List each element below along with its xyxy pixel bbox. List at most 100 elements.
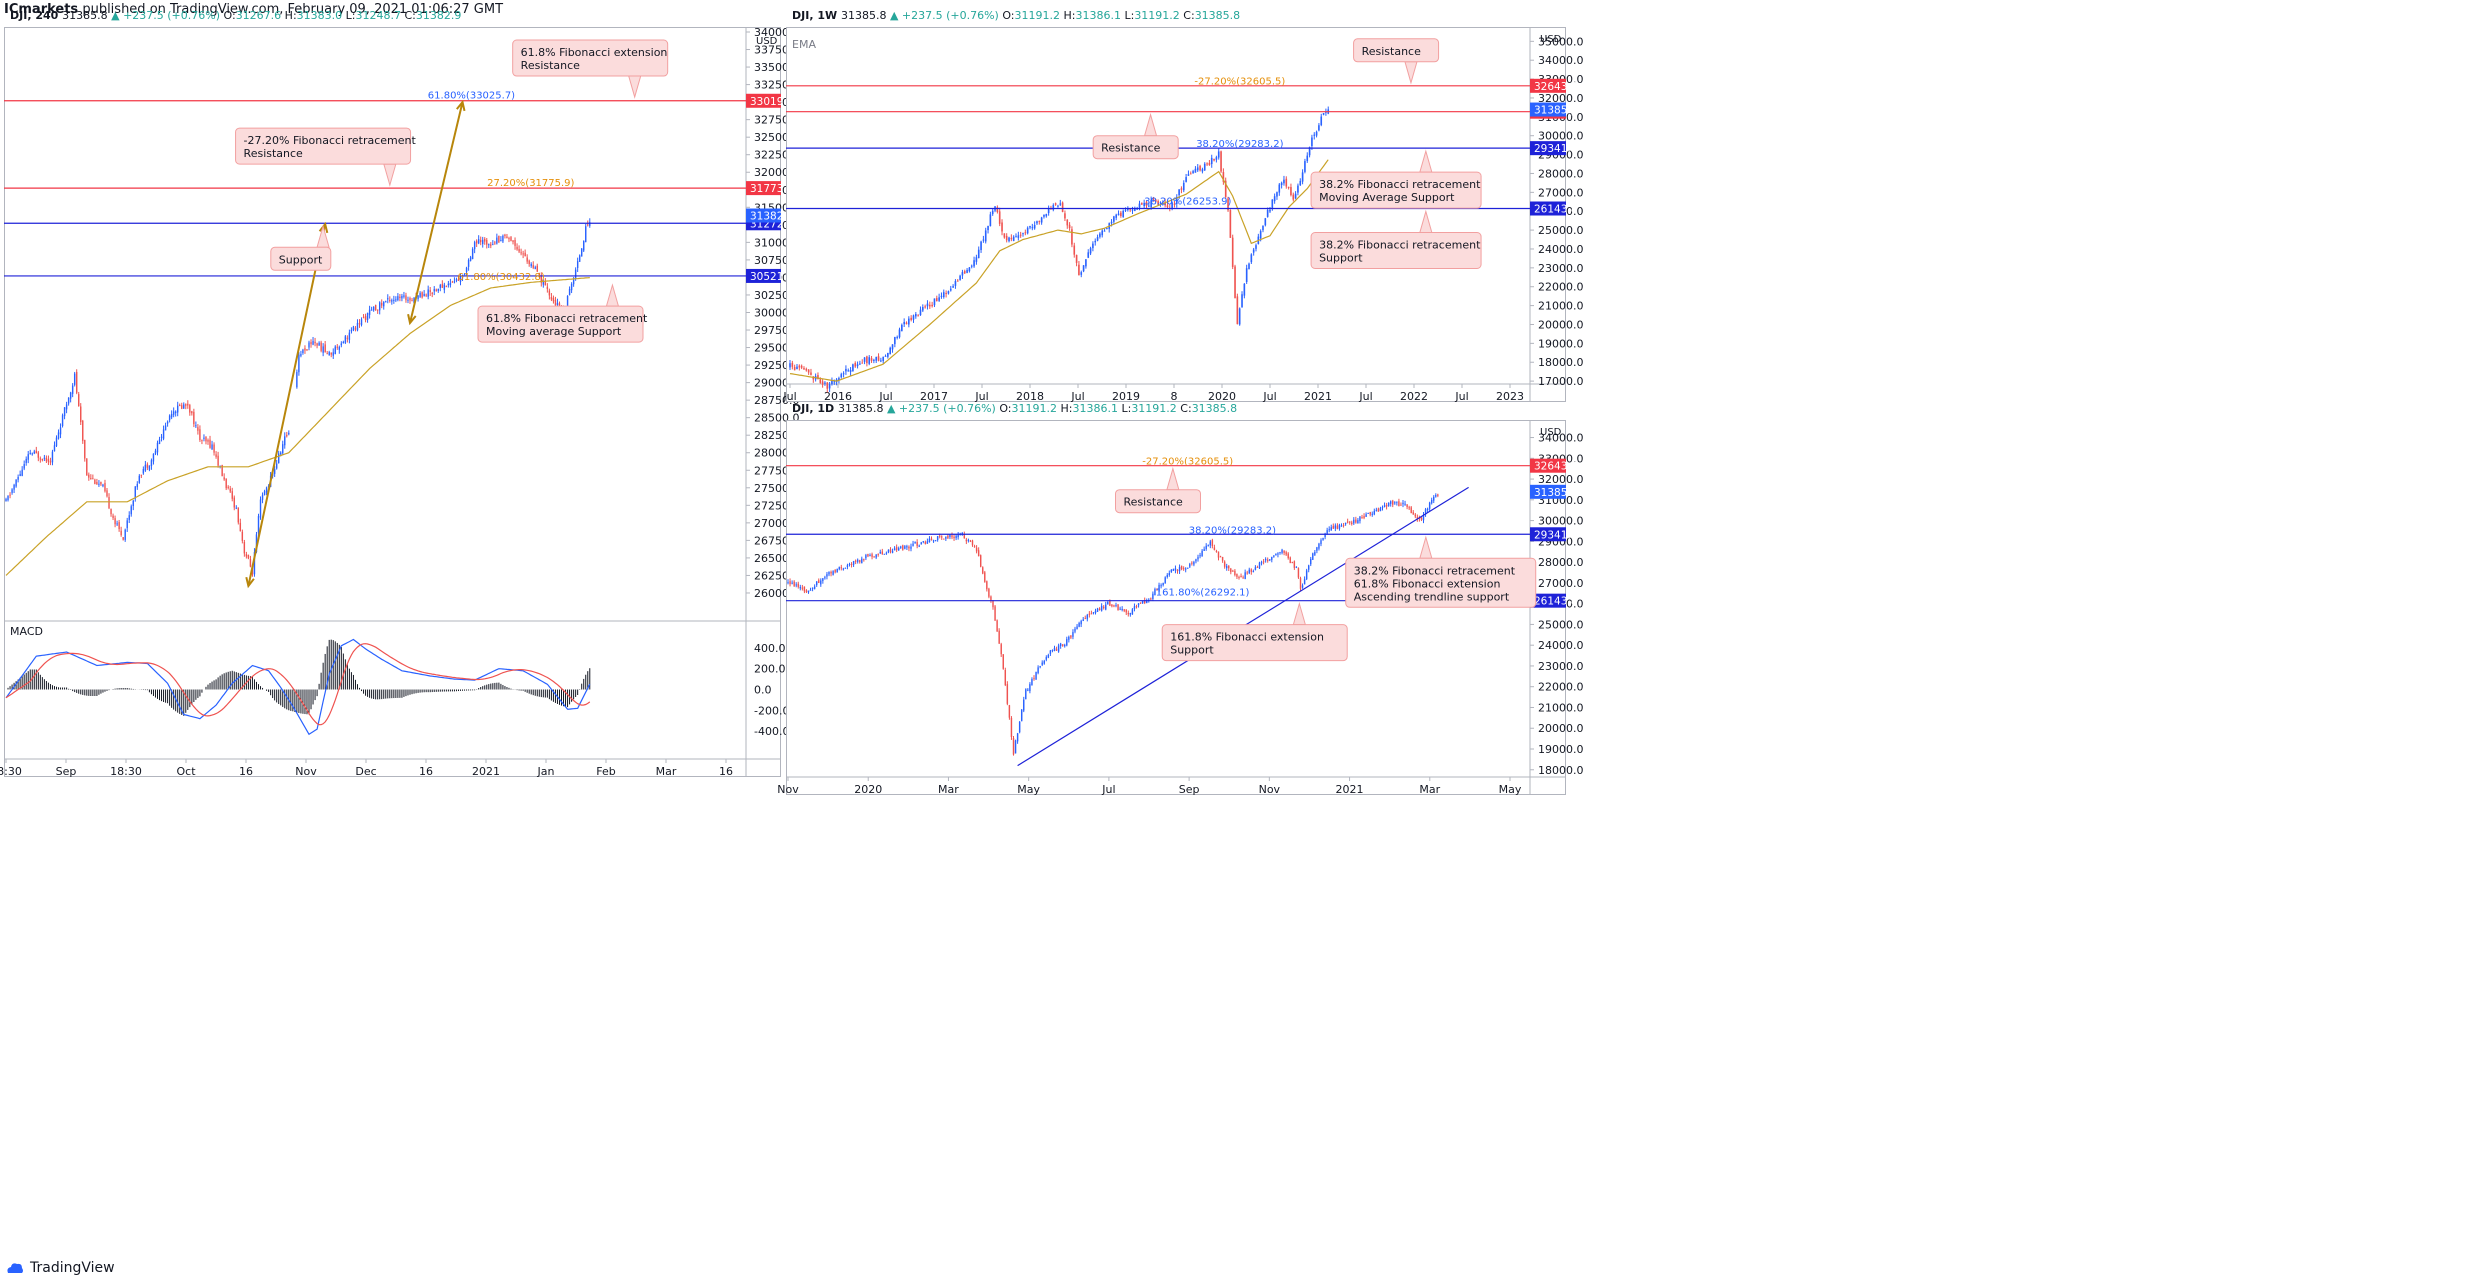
- legend-last: 31385.8: [841, 9, 890, 22]
- candle-body: [1122, 210, 1125, 217]
- candle-body: [1098, 608, 1101, 611]
- candle-body: [906, 546, 908, 548]
- x-tick-label: 2017: [920, 390, 948, 403]
- x-tick-label: Mar: [938, 783, 959, 796]
- x-tick-label: 18:30: [0, 765, 22, 778]
- candle-body: [528, 260, 530, 265]
- candle-body: [506, 236, 508, 238]
- candle-body: [150, 460, 153, 466]
- candle-body: [941, 536, 943, 538]
- candle-body: [427, 289, 429, 297]
- candle-body: [94, 479, 96, 484]
- candle-body: [51, 451, 54, 463]
- y-tick-label: 32000.0: [1538, 92, 1584, 105]
- candle-body: [340, 343, 343, 346]
- candle-body: [1143, 202, 1145, 207]
- candle-body: [1325, 111, 1327, 113]
- candle-body: [124, 529, 126, 540]
- candle-body: [926, 303, 929, 307]
- candle-body: [800, 365, 803, 368]
- candle-body: [961, 272, 964, 276]
- chart-dji-240[interactable]: DJI, 240 31385.8 ▲ +237.5 (+0.76%) O:312…: [0, 9, 800, 778]
- x-tick-label: 2021: [472, 765, 500, 778]
- candle-body: [1271, 199, 1274, 209]
- callout-text: Resistance: [1124, 496, 1184, 509]
- candle-body: [1117, 604, 1119, 611]
- candle-body: [952, 286, 954, 288]
- candle-body: [1318, 125, 1320, 131]
- price-tag-box: [1530, 78, 1566, 93]
- callout-box: [1092, 135, 1179, 160]
- candle-body: [433, 289, 435, 292]
- x-tick-label: 2019: [1112, 390, 1140, 403]
- chart-dji-1w[interactable]: DJI, 1W 31385.8 ▲ +237.5 (+0.76%) O:3119…: [782, 9, 1583, 403]
- candle-body: [1133, 606, 1136, 609]
- candle-body: [1010, 717, 1013, 738]
- candle-body: [881, 551, 884, 555]
- candle-body: [484, 238, 486, 242]
- candle-body: [536, 265, 538, 272]
- candle-body: [152, 453, 155, 462]
- candle-body: [114, 518, 116, 525]
- candle-body: [873, 556, 875, 558]
- price-tag-label: 29341.2: [1534, 529, 1577, 541]
- x-tick-label: Nov: [777, 783, 799, 796]
- candle-body: [1111, 604, 1113, 607]
- candle-body: [457, 279, 460, 281]
- candle-body: [945, 536, 947, 539]
- chart-dji-1d[interactable]: DJI, 1D 31385.8 ▲ +237.5 (+0.76%) O:3119…: [777, 402, 1583, 796]
- callout-text: 61.8% Fibonacci extension: [521, 46, 668, 59]
- candle-body: [908, 318, 910, 325]
- candle-body: [866, 356, 868, 364]
- candle-body: [1192, 171, 1194, 174]
- candle-body: [401, 296, 403, 299]
- candle-body: [391, 300, 393, 302]
- candle-body: [1381, 507, 1384, 509]
- callout-text: Moving Average Support: [1319, 191, 1455, 204]
- tradingview-logo[interactable]: TradingView: [6, 1260, 115, 1276]
- candle-body: [1275, 553, 1277, 556]
- candle-body: [88, 474, 90, 478]
- candle-body: [1019, 234, 1022, 236]
- candle-body: [1227, 198, 1229, 211]
- candle-body: [1064, 213, 1066, 219]
- candle-body: [1193, 561, 1195, 565]
- candle-body: [568, 289, 571, 296]
- candle-body: [908, 546, 910, 549]
- candle-body: [849, 369, 852, 372]
- y-tick-label: 22000.0: [1538, 281, 1584, 294]
- y-tick-label: 27000.0: [1538, 577, 1584, 590]
- fib-level-label: -27.20%(32605.5): [1194, 77, 1285, 88]
- candle-body: [136, 483, 139, 488]
- callout-text: -27.20% Fibonacci retracement: [244, 134, 417, 147]
- candle-body: [1281, 549, 1283, 553]
- candle-body: [1166, 205, 1169, 208]
- candle-body: [810, 372, 812, 375]
- candle-body: [926, 541, 929, 544]
- candle-body: [500, 240, 502, 242]
- price-tag-box: [1530, 527, 1566, 542]
- projection-arrow: [409, 101, 464, 324]
- candle-body: [304, 348, 306, 351]
- candle-body: [1292, 194, 1295, 200]
- x-tick-label: Jul: [1262, 390, 1276, 403]
- legend-o: 31191.2: [1015, 9, 1064, 22]
- candle-body: [1410, 507, 1412, 514]
- candle-body: [1120, 212, 1122, 217]
- candle-body: [134, 486, 136, 499]
- candle-body: [1031, 227, 1034, 229]
- legend-c-label: C:: [1180, 402, 1191, 415]
- candle-body: [1385, 504, 1388, 507]
- candle-body: [1099, 233, 1101, 237]
- legend-o-label: O:: [999, 402, 1011, 415]
- candle-body: [1174, 568, 1177, 571]
- candle-body: [154, 450, 157, 454]
- candle-body: [884, 355, 887, 357]
- publisher-name[interactable]: ICmarkets: [4, 2, 79, 17]
- candle-body: [957, 534, 959, 538]
- candle-body: [61, 415, 64, 427]
- legend-symbol: DJI, 1D: [792, 402, 838, 415]
- candle-body: [239, 522, 242, 532]
- price-tag-label: 33019.3: [750, 96, 793, 108]
- candle-body: [1342, 524, 1345, 526]
